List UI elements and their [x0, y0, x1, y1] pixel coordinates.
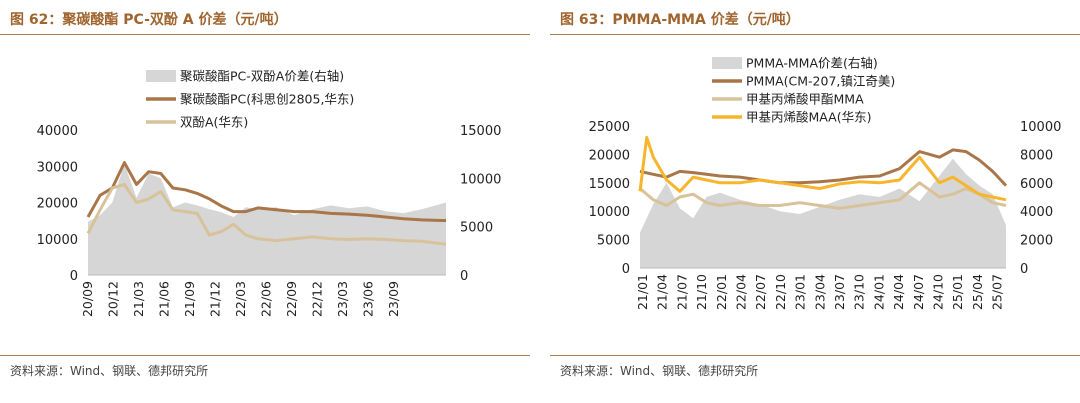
x-tick-label: 22/04 — [734, 274, 749, 310]
x-tick-label: 21/03 — [131, 281, 146, 317]
y-left-tick-label: 20000 — [37, 197, 78, 212]
legend-swatch-area — [712, 57, 742, 69]
y-right-tick-label: 8000 — [1020, 148, 1053, 163]
x-tick-label: 22/09 — [284, 281, 299, 317]
y-left-tick-label: 10000 — [589, 205, 630, 220]
x-tick-label: 24/10 — [931, 274, 946, 310]
x-tick-label: 25/07 — [990, 274, 1005, 310]
x-tick-label: 22/06 — [259, 281, 274, 317]
series-line — [86, 182, 447, 246]
series-area — [640, 158, 1006, 268]
x-tick-label: 20/12 — [106, 281, 121, 317]
y-right-tick-label: 0 — [1020, 262, 1028, 277]
x-tick-label: 23/07 — [832, 274, 847, 310]
x-tick-label: 21/07 — [674, 274, 689, 310]
x-tick-label: 23/03 — [335, 281, 350, 317]
x-tick-label: 25/01 — [950, 274, 965, 310]
y-right-tick-label: 10000 — [460, 172, 501, 187]
legend-label: 甲基丙烯酸MAA(华东) — [746, 110, 872, 125]
figure-title: 图 63：PMMA-MMA 价差（元/吨） — [560, 12, 800, 28]
x-tick-label: 21/06 — [157, 281, 172, 317]
x-tick-label: 22/01 — [714, 274, 729, 310]
x-tick-label: 24/01 — [871, 274, 886, 310]
x-tick-label: 21/12 — [208, 281, 223, 317]
y-left-tick-label: 30000 — [37, 160, 78, 175]
chart-63: PMMA-MMA价差(右轴) PMMA(CM-207,镇江奇美) 甲基丙烯酸甲酯MM… — [589, 56, 1062, 311]
x-tick-label: 22/03 — [233, 281, 248, 317]
x-tick-label: 21/01 — [635, 274, 650, 310]
y-right-tick-label: 5000 — [460, 221, 493, 236]
chart-62: 聚碳酸酯PC-双酚A价差(右轴) 聚碳酸酯PC(科思创2805,华东) 双酚A(华东… — [37, 69, 502, 318]
legend-swatch-area — [146, 70, 176, 82]
x-tick-label: 25/04 — [970, 274, 985, 310]
title-rule — [0, 34, 530, 35]
x-tick-label: 21/09 — [182, 281, 197, 317]
x-tick-label: 22/07 — [753, 274, 768, 310]
x-tick-label: 22/12 — [310, 281, 325, 317]
x-tick-label: 23/06 — [361, 281, 376, 317]
series-line — [639, 148, 1008, 187]
y-left-tick-label: 5000 — [597, 234, 630, 249]
y-left-tick-label: 25000 — [589, 120, 630, 135]
x-tick-label: 24/04 — [891, 274, 906, 310]
y-left-tick-label: 40000 — [37, 124, 78, 139]
y-right-tick-label: 4000 — [1020, 205, 1053, 220]
legend-label: PMMA(CM-207,镇江奇美) — [746, 74, 895, 89]
y-right-tick-label: 2000 — [1020, 234, 1053, 249]
x-tick-label: 23/04 — [812, 274, 827, 310]
series-line — [638, 135, 1007, 202]
figure-title: 图 62：聚碳酸酯 PC-双酚 A 价差（元/吨） — [10, 12, 288, 28]
series-area — [88, 163, 446, 275]
legend-label: 聚碳酸酯PC(科思创2805,华东) — [180, 92, 354, 107]
legend-label: 聚碳酸酯PC-双酚A价差(右轴) — [180, 69, 344, 84]
x-tick-label: 21/10 — [694, 274, 709, 310]
source-note: 资料来源：Wind、钢联、德邦研究所 — [10, 364, 209, 378]
x-tick-label: 20/09 — [80, 281, 95, 317]
x-tick-label: 23/01 — [793, 274, 808, 310]
x-tick-label: 23/10 — [852, 274, 867, 310]
series-line — [86, 161, 447, 223]
x-tick-label: 21/04 — [655, 274, 670, 310]
source-note: 资料来源：Wind、钢联、德邦研究所 — [560, 364, 759, 378]
y-left-tick-label: 10000 — [37, 233, 78, 248]
figure-63-panel: 图 63：PMMA-MMA 价差（元/吨） PMMA-MMA价差(右轴) PMMA… — [550, 0, 1080, 403]
legend-label: 双酚A(华东) — [180, 115, 248, 130]
y-left-tick-label: 0 — [70, 269, 78, 284]
x-tick-label: 22/10 — [773, 274, 788, 310]
y-right-tick-label: 6000 — [1020, 177, 1053, 192]
x-tick-label: 24/07 — [911, 274, 926, 310]
source-rule — [550, 355, 1080, 356]
source-rule — [0, 355, 530, 356]
x-tick-label: 23/09 — [386, 281, 401, 317]
legend-label: 甲基丙烯酸甲酯MMA — [746, 92, 864, 107]
title-rule — [550, 34, 1080, 35]
y-left-tick-label: 20000 — [589, 148, 630, 163]
series-line — [639, 181, 1007, 210]
figure-62-panel: 图 62：聚碳酸酯 PC-双酚 A 价差（元/吨） 聚碳酸酯PC-双酚A价差(右… — [0, 0, 530, 403]
y-right-tick-label: 0 — [460, 269, 468, 284]
y-right-tick-label: 10000 — [1020, 120, 1061, 135]
y-left-tick-label: 15000 — [589, 177, 630, 192]
legend-label: PMMA-MMA价差(右轴) — [746, 56, 878, 71]
y-left-tick-label: 0 — [622, 262, 630, 277]
y-right-tick-label: 15000 — [460, 124, 501, 139]
